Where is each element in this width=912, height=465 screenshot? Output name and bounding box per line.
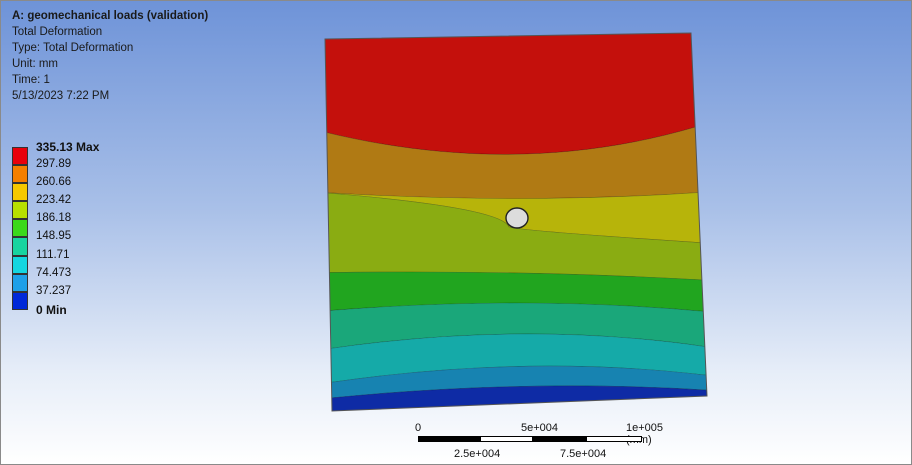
hole-cutout <box>505 207 529 229</box>
legend-swatch <box>12 219 28 238</box>
scale-label-7_5e4: 7.5e+004 <box>560 448 607 460</box>
legend-label: 297.89 <box>36 158 72 171</box>
legend-swatch <box>12 183 28 202</box>
result-time: Time: 1 <box>12 74 50 86</box>
legend-swatch <box>12 291 28 310</box>
legend-label: 74.473 <box>36 266 72 279</box>
legend-swatch <box>12 273 28 292</box>
analysis-title: A: geomechanical loads (validation) <box>12 10 209 22</box>
legend-label: 335.13 Max <box>36 140 100 154</box>
scale-label-2_5e4: 2.5e+004 <box>454 448 501 460</box>
result-date: 5/13/2023 7:22 PM <box>12 90 110 102</box>
result-name: Total Deformation <box>12 26 103 38</box>
legend-label: 37.237 <box>36 284 72 297</box>
result-unit: Unit: mm <box>12 58 58 70</box>
legend-swatch <box>12 237 28 256</box>
scale-label-0: 0 <box>415 422 422 434</box>
contour-band-max <box>325 33 707 155</box>
result-info-panel: A: geomechanical loads (validation) Tota… <box>12 8 208 104</box>
legend-label: 186.18 <box>36 212 72 225</box>
legend-label: 260.66 <box>36 176 72 189</box>
plate-outline <box>324 32 708 412</box>
legend-label: 0 Min <box>36 302 67 317</box>
scale-segment-4 <box>586 436 642 442</box>
scale-segment-1 <box>418 436 480 442</box>
scale-bar: 0 5e+004 1e+005 (mm) 2.5e+004 7.5e+004 <box>415 419 663 464</box>
scale-label-5e4: 5e+004 <box>521 422 559 434</box>
scale-label-1e5: 1e+005 (mm) <box>626 422 664 446</box>
scale-segment-3 <box>533 436 586 442</box>
legend-swatch <box>12 147 28 166</box>
legend-swatch <box>12 201 28 220</box>
scale-segment-2 <box>480 436 533 442</box>
legend-label: 111.71 <box>36 248 70 261</box>
legend-label: 223.42 <box>36 194 72 207</box>
legend-label: 148.95 <box>36 230 72 243</box>
result-type: Type: Total Deformation <box>12 42 134 54</box>
legend-swatch <box>12 165 28 184</box>
legend-swatch <box>12 255 28 274</box>
deformation-contour-bands <box>325 33 707 411</box>
